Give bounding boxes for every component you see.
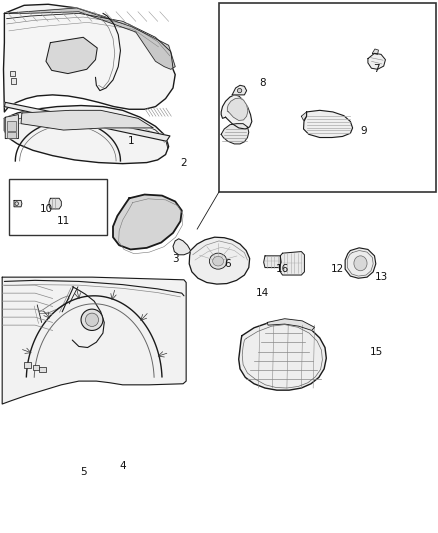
Text: 3: 3 bbox=[172, 254, 179, 263]
Polygon shape bbox=[304, 110, 353, 138]
Text: 5: 5 bbox=[80, 467, 87, 477]
Polygon shape bbox=[267, 319, 314, 330]
Polygon shape bbox=[372, 49, 378, 54]
Bar bbox=[33, 365, 39, 370]
Polygon shape bbox=[4, 106, 169, 164]
Ellipse shape bbox=[15, 201, 18, 205]
Polygon shape bbox=[46, 37, 97, 74]
Polygon shape bbox=[368, 53, 385, 69]
Polygon shape bbox=[113, 195, 182, 249]
Polygon shape bbox=[4, 102, 170, 141]
Text: 2: 2 bbox=[180, 158, 187, 167]
Polygon shape bbox=[189, 237, 250, 284]
Text: 13: 13 bbox=[374, 272, 388, 282]
Text: 1: 1 bbox=[128, 136, 135, 146]
Bar bbox=[7, 132, 16, 138]
Polygon shape bbox=[227, 98, 248, 120]
Text: 14: 14 bbox=[256, 288, 269, 298]
Polygon shape bbox=[280, 252, 304, 275]
Polygon shape bbox=[232, 85, 247, 95]
Ellipse shape bbox=[354, 256, 367, 271]
Polygon shape bbox=[4, 4, 175, 112]
Polygon shape bbox=[14, 200, 22, 207]
Bar bbox=[219, 3, 436, 192]
Text: 12: 12 bbox=[331, 264, 344, 274]
Text: 10: 10 bbox=[39, 204, 53, 214]
Ellipse shape bbox=[237, 88, 242, 93]
Bar bbox=[9, 179, 107, 235]
Ellipse shape bbox=[209, 253, 227, 269]
Text: 15: 15 bbox=[370, 347, 383, 357]
Text: 4: 4 bbox=[119, 462, 126, 471]
Text: 7: 7 bbox=[373, 64, 380, 74]
Polygon shape bbox=[4, 8, 175, 69]
Polygon shape bbox=[301, 112, 307, 120]
Text: 16: 16 bbox=[276, 264, 289, 274]
Polygon shape bbox=[5, 115, 18, 139]
Polygon shape bbox=[49, 198, 61, 209]
Text: 9: 9 bbox=[360, 126, 367, 135]
Polygon shape bbox=[221, 124, 249, 144]
Polygon shape bbox=[264, 256, 281, 268]
Polygon shape bbox=[21, 110, 153, 130]
Bar bbox=[10, 71, 15, 76]
Polygon shape bbox=[239, 321, 326, 390]
Ellipse shape bbox=[85, 313, 99, 326]
Ellipse shape bbox=[213, 256, 223, 266]
Polygon shape bbox=[2, 277, 186, 404]
Ellipse shape bbox=[81, 309, 103, 330]
Bar bbox=[24, 362, 31, 368]
Polygon shape bbox=[173, 239, 191, 255]
Text: 6: 6 bbox=[224, 259, 231, 269]
Polygon shape bbox=[345, 248, 376, 278]
Text: 8: 8 bbox=[259, 78, 266, 87]
Text: 11: 11 bbox=[57, 216, 70, 226]
Polygon shape bbox=[221, 95, 252, 129]
Bar bbox=[7, 121, 16, 131]
Bar bbox=[11, 78, 16, 84]
Bar bbox=[39, 367, 46, 372]
